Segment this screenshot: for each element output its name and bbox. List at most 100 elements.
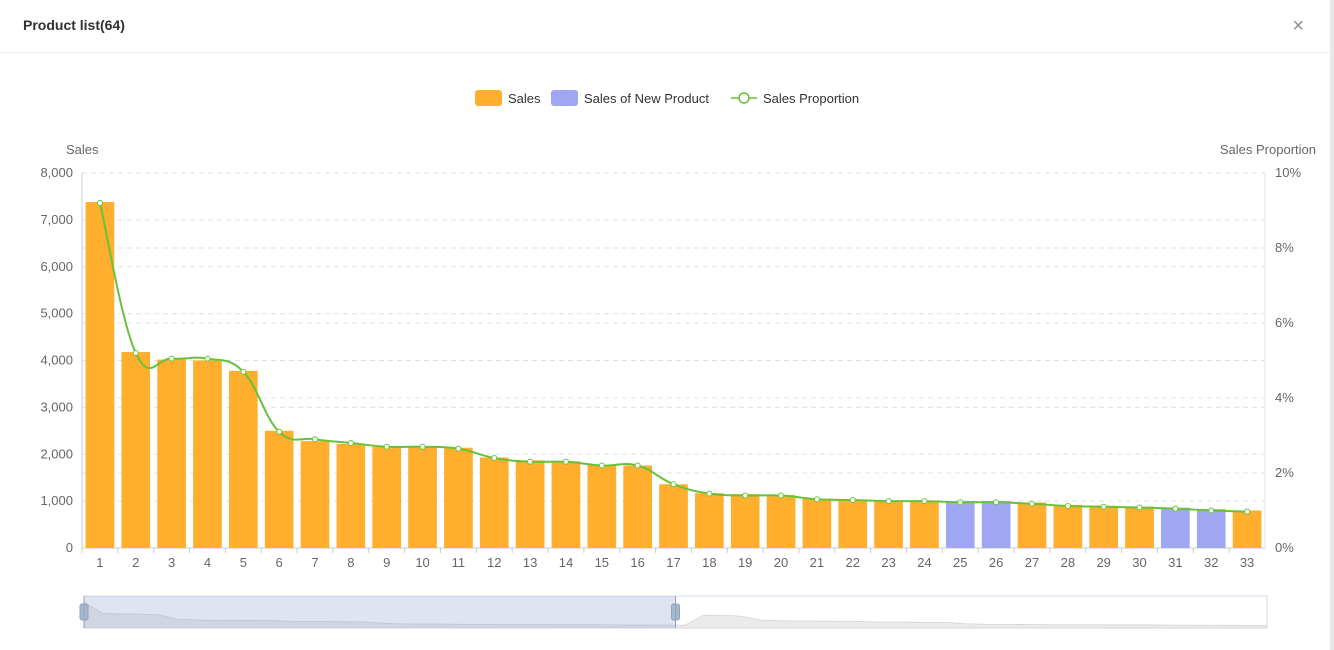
bar-sales[interactable] (1053, 504, 1083, 548)
x-tick-label: 11 (452, 555, 466, 570)
bar-sales[interactable] (659, 484, 688, 548)
proportion-point[interactable] (419, 443, 426, 450)
bar-sales[interactable] (1232, 510, 1262, 549)
proportion-point[interactable] (957, 499, 964, 506)
proportion-point[interactable] (849, 497, 856, 503)
x-tick-label: 27 (1025, 555, 1039, 570)
x-tick-label: 24 (917, 555, 931, 570)
proportion-point[interactable] (706, 490, 713, 497)
x-tick-label: 28 (1061, 555, 1075, 570)
y2-tick-label: 6% (1275, 315, 1294, 330)
y2-tick-label: 10% (1275, 165, 1301, 180)
x-tick-label: 16 (630, 555, 644, 570)
x-tick-label: 4 (204, 555, 211, 570)
bar-new-product[interactable] (1196, 509, 1226, 548)
legend-swatch-new-product[interactable] (551, 90, 578, 106)
proportion-point[interactable] (1172, 505, 1179, 512)
proportion-point[interactable] (204, 355, 211, 362)
proportion-point[interactable] (1100, 503, 1107, 510)
proportion-point[interactable] (885, 498, 892, 505)
x-tick-label: 8 (347, 555, 354, 570)
bar-sales[interactable] (1089, 505, 1119, 548)
bar-sales[interactable] (228, 370, 258, 548)
x-tick-label: 29 (1096, 555, 1110, 570)
proportion-point[interactable] (778, 492, 785, 499)
bar-sales[interactable] (874, 500, 903, 548)
bar-sales[interactable] (910, 500, 939, 548)
y-tick-label: 7,000 (40, 212, 73, 227)
legend-swatch-sales[interactable] (475, 90, 502, 106)
proportion-point[interactable] (1136, 504, 1143, 511)
proportion-point[interactable] (455, 445, 462, 452)
close-icon[interactable]: × (1292, 15, 1304, 37)
bar-sales[interactable] (193, 360, 222, 549)
bar-sales[interactable] (444, 447, 473, 548)
proportion-point[interactable] (383, 443, 390, 450)
proportion-point[interactable] (813, 496, 820, 503)
bar-new-product[interactable] (1161, 507, 1190, 548)
x-tick-label: 7 (311, 555, 318, 570)
proportion-point[interactable] (96, 200, 103, 206)
proportion-point[interactable] (670, 481, 677, 488)
bar-new-product[interactable] (945, 501, 975, 548)
bar-sales[interactable] (408, 446, 437, 548)
y-tick-label: 8,000 (40, 165, 73, 180)
proportion-point[interactable] (168, 355, 175, 362)
legend-label-proportion[interactable]: Sales Proportion (763, 91, 859, 106)
legend-swatch-proportion-marker[interactable] (738, 92, 750, 104)
proportion-point[interactable] (276, 428, 283, 435)
proportion-point[interactable] (1064, 503, 1071, 509)
bar-sales[interactable] (85, 202, 115, 548)
proportion-point[interactable] (312, 436, 319, 443)
bar-sales[interactable] (623, 465, 652, 549)
bar-sales[interactable] (479, 457, 509, 548)
x-tick-label: 10 (415, 555, 429, 570)
y-tick-label: 3,000 (40, 399, 73, 414)
bar-sales[interactable] (264, 430, 294, 548)
bar-sales[interactable] (551, 461, 581, 548)
proportion-point[interactable] (527, 458, 534, 465)
y-tick-label: 5,000 (40, 306, 73, 321)
y-tick-label: 1,000 (40, 493, 73, 508)
bar-sales[interactable] (121, 352, 151, 548)
legend-label-new-product[interactable]: Sales of New Product (584, 91, 709, 106)
proportion-point[interactable] (132, 350, 139, 356)
x-tick-label: 14 (559, 555, 573, 570)
proportion-point[interactable] (1244, 508, 1251, 515)
legend-label-sales[interactable]: Sales (508, 91, 541, 106)
bar-sales[interactable] (838, 499, 868, 548)
proportion-point[interactable] (1028, 500, 1035, 507)
proportion-point[interactable] (742, 492, 749, 499)
bar-new-product[interactable] (981, 501, 1011, 548)
proportion-point[interactable] (993, 499, 1000, 506)
bar-sales[interactable] (336, 443, 366, 548)
bar-sales[interactable] (300, 441, 330, 548)
proportion-point[interactable] (634, 462, 641, 469)
y-tick-label: 6,000 (40, 259, 73, 274)
bar-sales[interactable] (695, 493, 724, 548)
bar-sales[interactable] (802, 498, 832, 548)
bar-sales[interactable] (766, 495, 796, 548)
bar-sales[interactable] (587, 465, 617, 548)
y2-axis-title: Sales Proportion (1220, 142, 1316, 157)
proportion-point[interactable] (240, 368, 247, 375)
bar-sales[interactable] (1017, 502, 1047, 548)
proportion-point[interactable] (598, 462, 605, 469)
x-tick-label: 33 (1240, 555, 1254, 570)
x-tick-label: 3 (168, 555, 175, 570)
x-tick-label: 31 (1168, 555, 1182, 570)
proportion-point[interactable] (491, 455, 498, 461)
bar-sales[interactable] (372, 446, 402, 548)
zoom-slider-selection[interactable] (84, 596, 676, 628)
bar-sales[interactable] (515, 460, 545, 548)
bar-sales[interactable] (1125, 506, 1154, 548)
bar-sales[interactable] (730, 494, 760, 548)
proportion-point[interactable] (1208, 507, 1215, 514)
proportion-point[interactable] (347, 440, 354, 446)
proportion-point[interactable] (921, 498, 928, 505)
bar-sales[interactable] (157, 359, 186, 548)
proportion-point[interactable] (562, 458, 569, 465)
x-tick-label: 18 (702, 555, 716, 570)
x-tick-label: 2 (132, 555, 139, 570)
